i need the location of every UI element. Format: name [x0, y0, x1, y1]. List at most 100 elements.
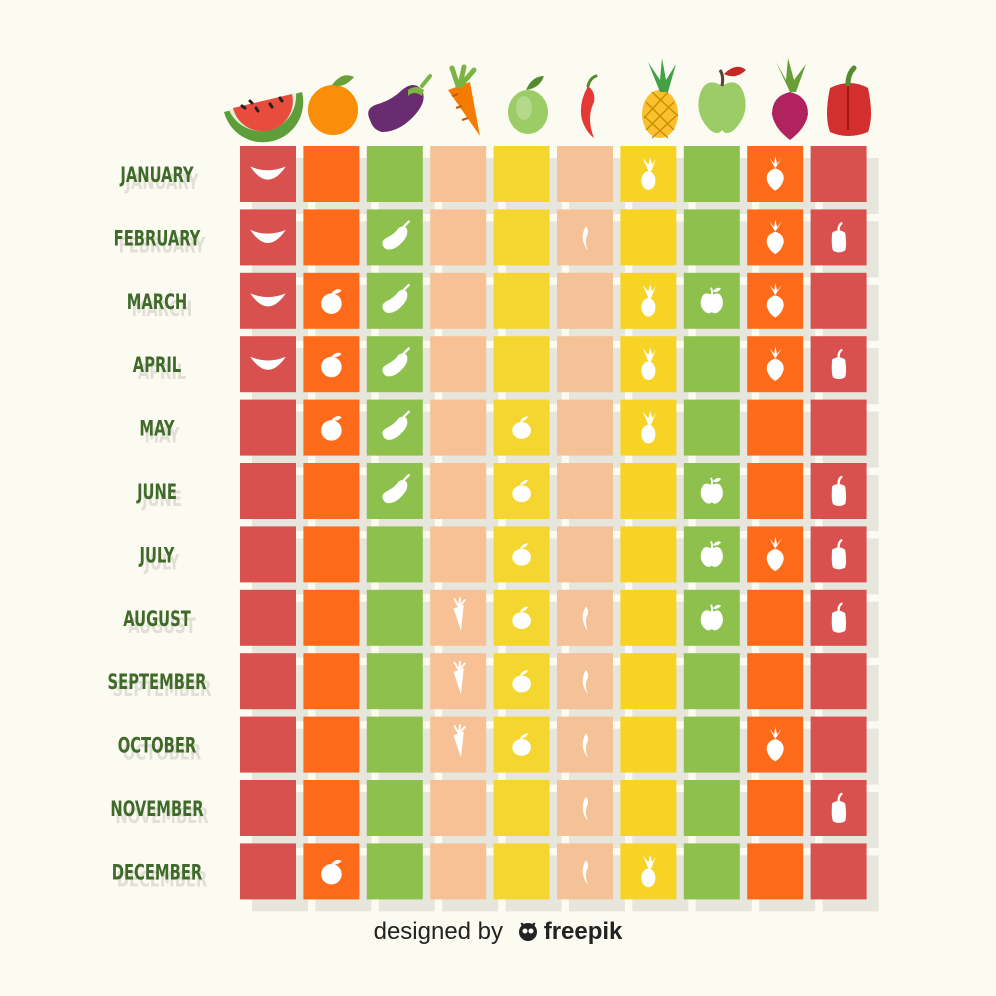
- cell-chili-pepper-may: [557, 399, 613, 456]
- cell-square: [430, 336, 487, 393]
- cell-square: [493, 336, 550, 393]
- cell-square: [747, 463, 804, 519]
- month-label-may: MAY: [139, 418, 175, 441]
- cell-pineapple-june: [620, 463, 677, 519]
- cell-square: [683, 209, 740, 266]
- cell-chili-pepper-december: [557, 843, 613, 900]
- cell-square: [430, 209, 487, 266]
- watermelon-icon: [224, 92, 304, 143]
- month-label-shadow: FEBRUARY: [119, 235, 206, 258]
- bell-pepper-icon: [827, 65, 871, 136]
- cell-bell-pepper-july: [810, 526, 867, 583]
- chili-pepper-icon: [580, 74, 598, 138]
- lemon-icon: [508, 76, 548, 134]
- cell-lemon-july: [493, 526, 550, 583]
- cell-eggplant-june: [366, 463, 423, 519]
- cell-square: [366, 716, 423, 773]
- cell-square: [493, 146, 550, 202]
- cell-bell-pepper-august: [810, 589, 867, 646]
- cell-watermelon-august: [240, 589, 296, 646]
- cell-apple-october: [683, 716, 740, 773]
- cell-square: [683, 336, 740, 393]
- cell-eggplant-april: [366, 336, 423, 393]
- cell-square: [303, 209, 360, 266]
- cell-orange-november: [303, 780, 360, 836]
- cell-bell-pepper-october: [810, 716, 867, 773]
- beet-icon: [772, 58, 808, 140]
- cell-carrot-september: [430, 653, 487, 710]
- cell-square: [810, 399, 867, 456]
- cell-chili-pepper-april: [557, 336, 613, 393]
- month-label-shadow: NOVEMBER: [115, 805, 208, 828]
- cell-square: [683, 146, 740, 202]
- cell-square: [683, 399, 740, 456]
- credit-prefix: designed by: [373, 918, 504, 945]
- cell-chili-pepper-january: [557, 146, 613, 202]
- month-label-april: APRIL: [133, 354, 182, 377]
- cell-pineapple-april: [620, 336, 677, 393]
- cell-lemon-february: [493, 209, 550, 266]
- cell-square: [430, 843, 487, 900]
- cell-orange-july: [303, 526, 360, 583]
- cell-beet-july: [747, 526, 804, 583]
- cell-square: [240, 399, 296, 456]
- cell-square: [810, 272, 867, 329]
- cell-square: [620, 526, 677, 583]
- cell-pineapple-may: [620, 399, 677, 456]
- cell-chili-pepper-october: [557, 716, 613, 773]
- cell-eggplant-may: [366, 399, 423, 456]
- cell-watermelon-november: [240, 780, 296, 836]
- cell-watermelon-april: [240, 336, 296, 393]
- cell-square: [493, 209, 550, 266]
- cell-pineapple-november: [620, 780, 677, 836]
- cell-chili-pepper-august: [557, 589, 613, 646]
- cell-bell-pepper-january: [810, 146, 867, 202]
- cell-square: [430, 399, 487, 456]
- cell-eggplant-july: [366, 526, 423, 583]
- cell-pineapple-february: [620, 209, 677, 266]
- cell-square: [557, 146, 613, 202]
- month-label-september: SEPTEMBER: [108, 671, 207, 694]
- cell-square: [240, 589, 296, 646]
- cell-square: [620, 780, 677, 836]
- cell-eggplant-march: [366, 272, 423, 329]
- cell-lemon-march: [493, 272, 550, 329]
- cell-square: [240, 653, 296, 710]
- cell-pineapple-august: [620, 589, 677, 646]
- cell-square: [303, 653, 360, 710]
- cell-carrot-august: [430, 589, 487, 646]
- cell-orange-september: [303, 653, 360, 710]
- cell-square: [620, 653, 677, 710]
- month-label-june: JUNE: [136, 481, 177, 504]
- cell-square: [366, 146, 423, 202]
- cell-square: [430, 526, 487, 583]
- cell-apple-november: [683, 780, 740, 836]
- cell-square: [620, 463, 677, 519]
- cell-apple-september: [683, 653, 740, 710]
- month-label-august: AUGUST: [123, 608, 191, 631]
- cell-apple-january: [683, 146, 740, 202]
- cell-square: [240, 780, 296, 836]
- cell-watermelon-december: [240, 843, 296, 900]
- cell-square: [747, 399, 804, 456]
- month-label-shadow: JUNE: [141, 488, 182, 511]
- cell-orange-august: [303, 589, 360, 646]
- cell-lemon-may: [493, 399, 550, 456]
- cell-square: [430, 272, 487, 329]
- cell-eggplant-september: [366, 653, 423, 710]
- cell-square: [430, 780, 487, 836]
- cell-apple-june: [683, 463, 740, 519]
- cell-chili-pepper-september: [557, 653, 613, 710]
- cell-beet-may: [747, 399, 804, 456]
- credit-brand: freepik: [543, 918, 623, 945]
- cell-orange-december: [303, 843, 360, 900]
- month-label-march: MARCH: [127, 291, 188, 314]
- cell-square: [557, 463, 613, 519]
- cell-square: [240, 716, 296, 773]
- cell-carrot-march: [430, 272, 487, 329]
- cell-watermelon-july: [240, 526, 296, 583]
- cell-lemon-january: [493, 146, 550, 202]
- cell-square: [366, 653, 423, 710]
- month-label-shadow: MARCH: [132, 298, 193, 321]
- cell-eggplant-january: [366, 146, 423, 202]
